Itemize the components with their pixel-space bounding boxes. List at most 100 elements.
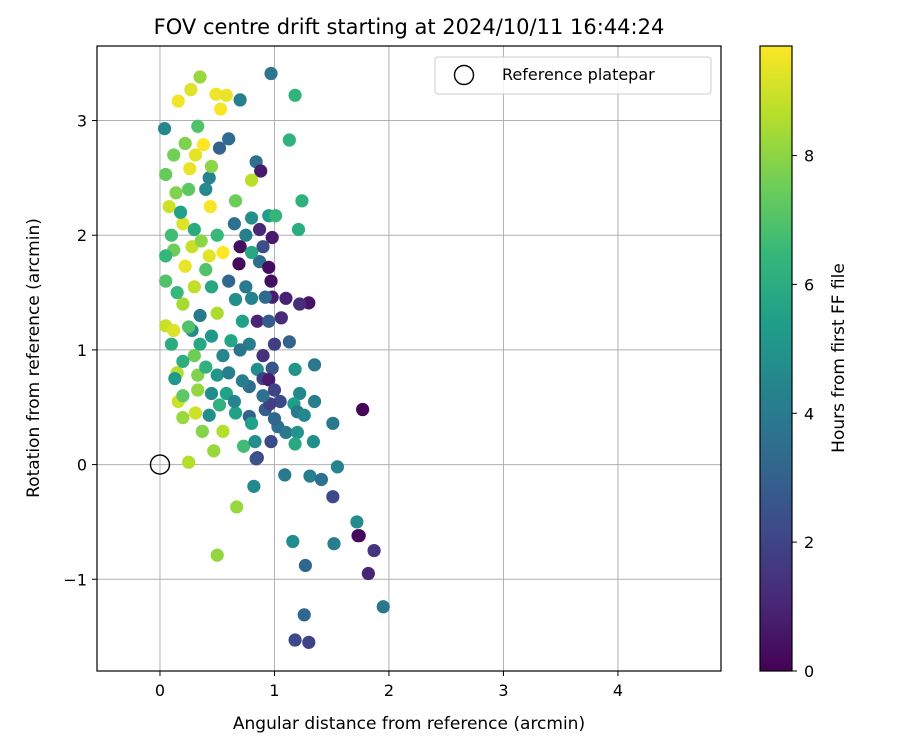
data-point <box>288 633 302 647</box>
data-point <box>361 566 375 581</box>
data-point <box>367 543 381 558</box>
data-point <box>187 349 201 363</box>
data-point <box>168 371 182 386</box>
data-point <box>236 439 251 453</box>
y-tick-label: 3 <box>77 112 87 131</box>
data-point <box>202 249 216 263</box>
data-point <box>265 230 279 245</box>
data-point <box>184 82 198 97</box>
data-point <box>279 291 293 305</box>
data-point <box>204 329 219 343</box>
data-point <box>193 337 207 351</box>
colorbar-tick-label: 0 <box>804 662 814 681</box>
data-point <box>244 291 259 305</box>
data-point <box>235 374 250 388</box>
data-point <box>228 194 243 208</box>
data-point <box>297 608 311 622</box>
data-point <box>295 194 309 208</box>
data-point <box>214 102 228 116</box>
data-point <box>244 416 259 430</box>
data-point <box>262 373 276 387</box>
data-point <box>247 479 261 493</box>
data-point <box>193 308 207 323</box>
data-point <box>222 366 236 380</box>
data-point <box>282 335 296 349</box>
data-point <box>187 222 201 237</box>
data-point <box>327 537 341 551</box>
legend-marker-icon <box>453 64 475 86</box>
data-point <box>244 173 259 187</box>
data-point <box>194 234 208 248</box>
data-point <box>210 368 224 382</box>
data-point <box>306 435 320 449</box>
data-point <box>233 93 247 107</box>
data-point <box>202 408 216 422</box>
data-point <box>210 228 224 242</box>
x-tick-label: 3 <box>498 681 508 700</box>
data-point <box>233 240 247 254</box>
data-point <box>176 217 190 231</box>
data-point <box>288 362 302 376</box>
data-point <box>222 132 236 146</box>
data-point <box>293 297 307 311</box>
data-point <box>199 263 213 277</box>
data-point <box>204 280 219 294</box>
data-point <box>356 402 370 417</box>
data-point <box>258 290 272 304</box>
data-point <box>230 500 244 514</box>
data-point <box>282 133 296 147</box>
data-point <box>350 515 364 529</box>
data-point <box>202 171 216 185</box>
data-point <box>302 635 316 649</box>
data-point <box>293 386 307 401</box>
data-point <box>256 240 270 254</box>
data-point <box>181 455 196 469</box>
data-point <box>193 70 207 84</box>
data-point <box>264 66 278 81</box>
colorbar-tick-label: 2 <box>804 533 814 552</box>
colorbar-tick-label: 6 <box>804 275 814 294</box>
data-point <box>216 349 230 363</box>
data-point <box>307 358 322 372</box>
data-point <box>183 162 197 176</box>
legend-label: Reference platepar <box>502 65 655 84</box>
data-point <box>269 209 283 223</box>
legend-box <box>434 56 712 95</box>
data-point <box>314 472 329 487</box>
data-point <box>169 186 183 200</box>
data-point <box>159 167 173 182</box>
data-point <box>162 199 176 214</box>
data-point <box>326 490 340 504</box>
data-point <box>181 320 196 334</box>
data-point <box>209 87 223 101</box>
data-point <box>187 280 201 294</box>
data-point <box>191 368 205 382</box>
data-point <box>167 148 181 162</box>
data-point <box>216 245 230 260</box>
x-tick-label: 1 <box>269 681 279 700</box>
data-point <box>262 314 276 328</box>
data-point <box>199 360 213 374</box>
data-point <box>250 314 264 328</box>
data-point <box>233 343 247 357</box>
data-point <box>256 349 270 363</box>
data-point <box>248 435 262 449</box>
data-point <box>244 245 259 260</box>
data-point <box>224 334 238 348</box>
data-point <box>164 337 179 351</box>
data-point <box>330 460 345 474</box>
data-point <box>167 323 181 338</box>
data-point <box>286 534 300 549</box>
data-point <box>274 311 288 325</box>
y-axis: −1 0 1 2 3 <box>63 112 97 589</box>
data-point <box>164 228 179 242</box>
data-point <box>254 164 268 178</box>
colorbar-label: Hours from first FF file <box>829 263 849 453</box>
data-point <box>188 148 203 162</box>
data-point <box>265 361 279 375</box>
data-point <box>176 297 190 311</box>
x-tick-label: 4 <box>613 681 623 700</box>
chart-title: FOV centre drift starting at 2024/10/11 … <box>154 15 665 39</box>
reference-marker <box>149 454 171 475</box>
